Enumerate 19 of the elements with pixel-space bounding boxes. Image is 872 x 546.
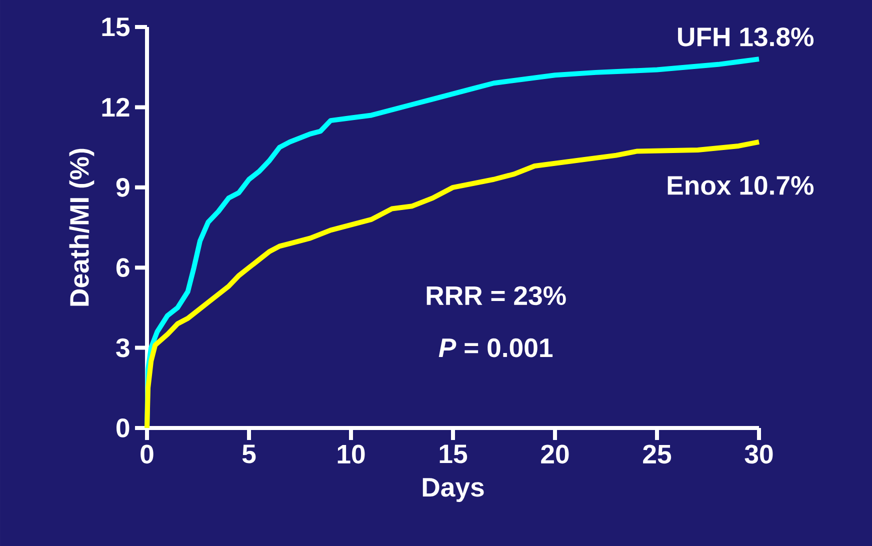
y-tick-label: 0 [116, 418, 130, 438]
x-tick-label: 30 [744, 444, 773, 464]
y-axis-title: Death/MI (%) [69, 148, 94, 306]
series-label: Enox 10.7% [668, 176, 814, 195]
x-tick-label: 5 [242, 444, 256, 464]
x-axis-title: Days [422, 478, 484, 502]
y-tick-label: 6 [116, 258, 130, 278]
x-tick-label: 20 [541, 444, 569, 464]
y-tick-label: 9 [116, 178, 130, 197]
annotation: P = 0.001 [438, 338, 553, 358]
annotation: RRR = 23% [426, 286, 566, 306]
x-tick-label: 15 [440, 444, 468, 464]
y-tick-label: 3 [116, 338, 130, 358]
series-label: UFH 13.8% [678, 27, 814, 46]
x-tick-label: 25 [643, 444, 672, 464]
x-tick-label: 0 [140, 444, 154, 464]
y-tick-label: 15 [102, 18, 130, 36]
y-tick-label: 12 [102, 98, 130, 117]
x-tick-label: 10 [338, 444, 365, 464]
